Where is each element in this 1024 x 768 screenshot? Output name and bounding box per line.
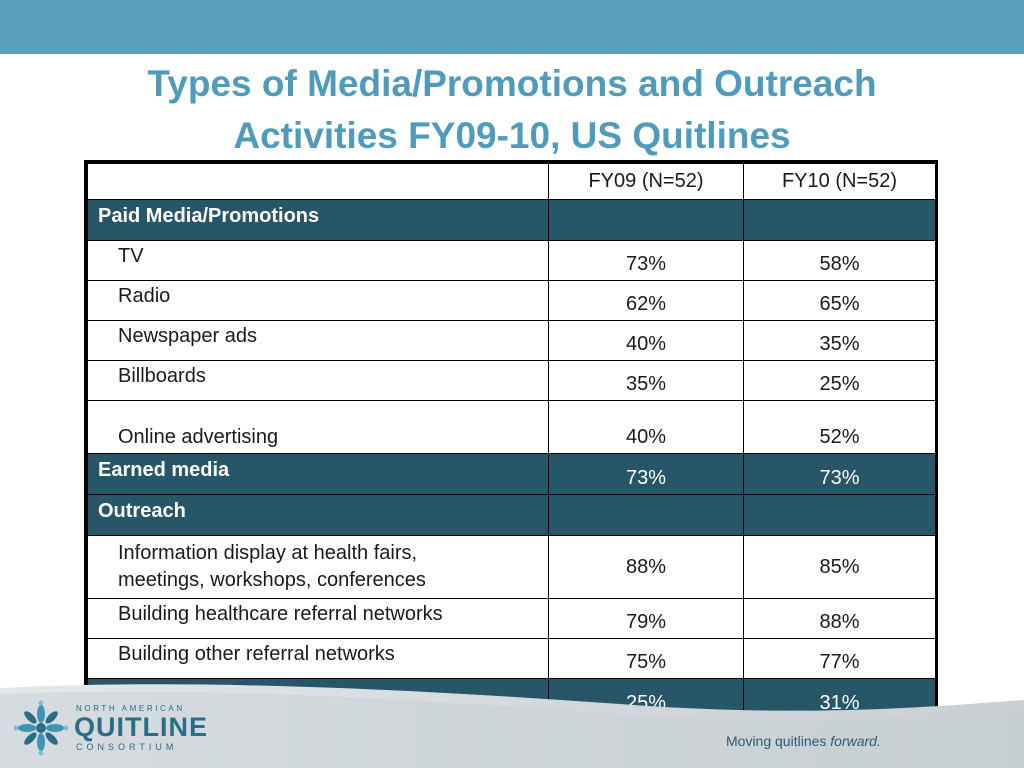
cell-fy09: 88% <box>548 535 744 599</box>
tagline-plain: Moving quitlines <box>726 733 831 749</box>
table-header-row: FY09 (N=52) FY10 (N=52) <box>87 163 936 200</box>
tagline-italic: forward. <box>830 733 881 749</box>
title-line-1: Types of Media/Promotions and Outreach <box>147 63 877 104</box>
cell-fy09: 73% <box>548 453 744 495</box>
footer-swoosh <box>0 684 1024 768</box>
cell-fy09: 75% <box>548 638 744 679</box>
tagline: Moving quitlines forward. <box>726 733 881 749</box>
cell-fy09 <box>548 494 744 536</box>
cell-fy10: 77% <box>743 638 936 679</box>
header-cell-fy10: FY10 (N=52) <box>743 163 936 200</box>
cell-fy10: 25% <box>743 360 936 401</box>
logo-main-text: QUITLINE <box>74 712 208 742</box>
cell-fy10: 52% <box>743 400 936 454</box>
data-table-frame: FY09 (N=52) FY10 (N=52) Paid Media/Promo… <box>84 160 938 723</box>
row-label: TV <box>87 240 549 281</box>
row-label: Building other referral networks <box>87 638 549 679</box>
table-row: TV 73% 58% <box>87 240 936 281</box>
row-label: Paid Media/Promotions <box>87 199 549 241</box>
cell-fy10: 88% <box>743 598 936 639</box>
cell-fy10: 65% <box>743 280 936 321</box>
cell-fy09: 35% <box>548 360 744 401</box>
logo-bottom-text: CONSORTIUM <box>76 742 178 752</box>
cell-fy09: 62% <box>548 280 744 321</box>
cell-fy09: 40% <box>548 320 744 361</box>
cell-fy09: 79% <box>548 598 744 639</box>
table-row: Online advertising 40% 52% <box>87 400 936 454</box>
logo-top-text: NORTH AMERICAN <box>76 704 185 713</box>
title-line-2: Activities FY09-10, US Quitlines <box>233 115 791 156</box>
row-label: Newspaper ads <box>87 320 549 361</box>
row-label: Billboards <box>87 360 549 401</box>
cell-fy09 <box>548 199 744 241</box>
row-label: Building healthcare referral networks <box>87 598 549 639</box>
cell-fy10: 35% <box>743 320 936 361</box>
row-label: Earned media <box>87 453 549 495</box>
table-row: Building healthcare referral networks 79… <box>87 598 936 639</box>
cell-fy10 <box>743 199 936 241</box>
slide-title: Types of Media/Promotions and Outreach A… <box>0 58 1024 162</box>
cell-fy09: 73% <box>548 240 744 281</box>
row-label-line-2: meetings, workshops, conferences <box>118 569 426 591</box>
header-cell-fy09: FY09 (N=52) <box>548 163 744 200</box>
table-row-category: Paid Media/Promotions <box>87 199 936 241</box>
row-label: Radio <box>87 280 549 321</box>
cell-fy10: 85% <box>743 535 936 599</box>
table-row: Building other referral networks 75% 77% <box>87 638 936 679</box>
cell-fy09: 40% <box>548 400 744 454</box>
cell-fy10: 73% <box>743 453 936 495</box>
row-label: Outreach <box>87 494 549 536</box>
table-row: Radio 62% 65% <box>87 280 936 321</box>
table-row-category: Outreach <box>87 494 936 536</box>
table-row: Billboards 35% 25% <box>87 360 936 401</box>
quitline-consortium-logo: NORTH AMERICAN QUITLINE CONSORTIUM <box>14 700 207 756</box>
row-label: Information display at health fairs, mee… <box>87 535 549 599</box>
table-row: Newspaper ads 40% 35% <box>87 320 936 361</box>
header-cell-blank <box>87 163 549 200</box>
media-activities-table: FY09 (N=52) FY10 (N=52) Paid Media/Promo… <box>87 163 936 720</box>
cell-fy10: 58% <box>743 240 936 281</box>
row-label: Online advertising <box>87 400 549 454</box>
logo-emblem-icon <box>14 700 68 756</box>
table-row-category: Earned media 73% 73% <box>87 453 936 495</box>
table-row: Information display at health fairs, mee… <box>87 535 936 599</box>
top-color-band <box>0 0 1024 54</box>
cell-fy10 <box>743 494 936 536</box>
row-label-line-1: Information display at health fairs, <box>118 542 418 564</box>
